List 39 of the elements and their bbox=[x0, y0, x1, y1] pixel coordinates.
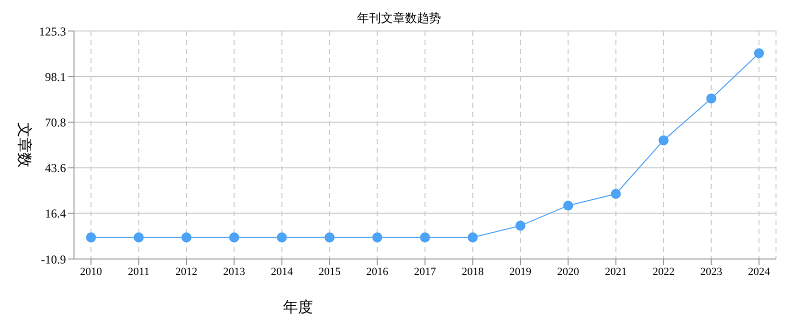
x-tick-label: 2022 bbox=[652, 266, 675, 278]
x-tick-label: 2020 bbox=[557, 266, 580, 278]
x-tick-label: 2012 bbox=[175, 266, 198, 278]
point bbox=[372, 232, 382, 242]
point bbox=[276, 232, 287, 242]
x-axis-title: 年度 bbox=[283, 299, 313, 316]
point bbox=[468, 232, 478, 242]
point bbox=[563, 200, 574, 211]
point bbox=[86, 232, 96, 242]
x-tick-label: 2021 bbox=[604, 266, 627, 278]
x-tick-label: 2016 bbox=[366, 266, 389, 278]
point bbox=[610, 188, 621, 199]
x-tick-label: 2010 bbox=[80, 266, 102, 278]
y-tick-label: 43.6 bbox=[45, 161, 66, 176]
chart-title: 年刊文章数趋势 bbox=[357, 11, 441, 25]
y-tick-label: -10.9 bbox=[41, 252, 66, 266]
point bbox=[229, 232, 240, 242]
y-tick-label: 98.1 bbox=[45, 70, 66, 84]
x-tick-label: 2015 bbox=[318, 266, 342, 278]
point bbox=[515, 220, 526, 231]
point bbox=[706, 93, 716, 104]
x-tick-label: 2023 bbox=[700, 266, 723, 278]
point bbox=[181, 232, 192, 242]
point bbox=[134, 232, 144, 242]
y-tick-label: 125.3 bbox=[39, 24, 66, 38]
x-tick-label: 2017 bbox=[414, 266, 436, 278]
y-axis-title: 文章数 bbox=[16, 122, 33, 168]
point bbox=[754, 48, 764, 58]
point bbox=[324, 232, 335, 242]
point bbox=[420, 232, 430, 242]
y-tick-label: 16.4 bbox=[45, 206, 66, 221]
x-tick-label: 2019 bbox=[509, 266, 532, 278]
x-tick-label: 2013 bbox=[223, 266, 246, 278]
x-tick-label: 2024 bbox=[748, 266, 770, 278]
x-tick-label: 2011 bbox=[128, 266, 150, 278]
x-tick-label: 2018 bbox=[462, 266, 484, 278]
point bbox=[658, 135, 669, 146]
y-tick-label: 70.8 bbox=[45, 115, 66, 130]
x-tick-label: 2014 bbox=[270, 266, 294, 278]
